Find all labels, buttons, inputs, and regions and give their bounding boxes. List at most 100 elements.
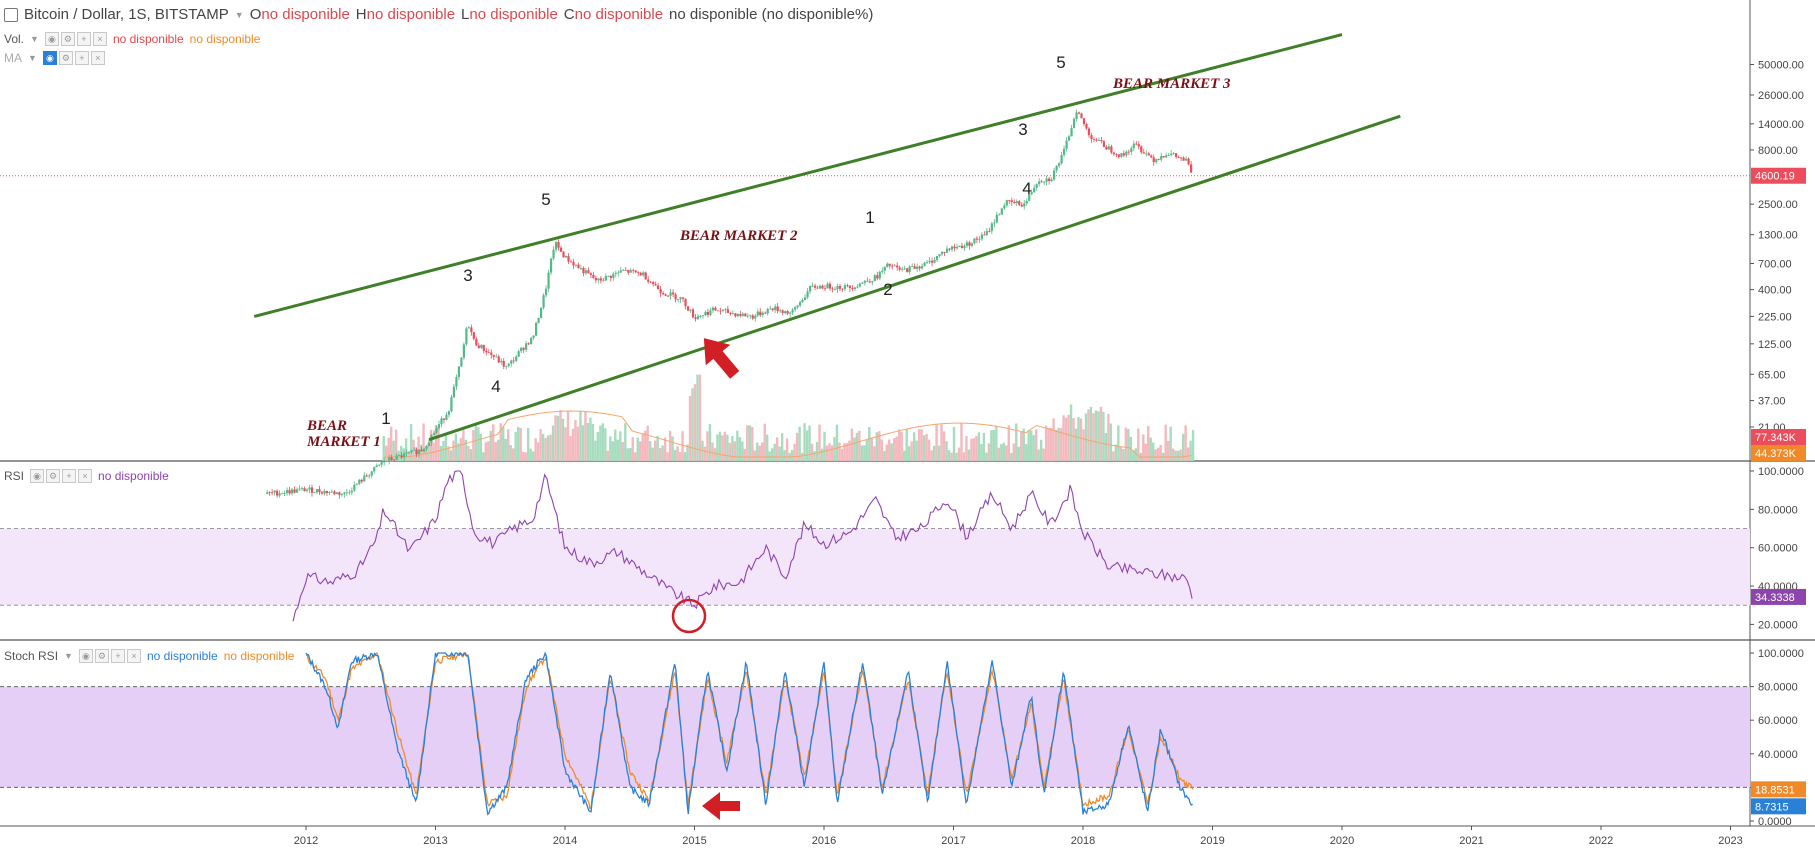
volume-bar <box>808 425 811 461</box>
candle <box>427 442 431 447</box>
chevron-down-icon[interactable]: ▼ <box>30 34 39 44</box>
volume-bar <box>761 442 764 461</box>
volume-bar <box>932 445 936 461</box>
candle <box>1090 135 1093 139</box>
volume-bar <box>1092 413 1095 461</box>
volume-bar <box>574 419 577 461</box>
candle <box>512 360 515 362</box>
volume-bar <box>499 423 502 461</box>
menu-icon[interactable] <box>4 7 18 22</box>
candle <box>480 344 483 348</box>
close-icon[interactable]: × <box>90 51 105 65</box>
volume-bar <box>853 437 856 461</box>
volume-bar <box>723 431 727 461</box>
volume-bar <box>818 424 821 461</box>
candle <box>662 293 665 295</box>
volume-bar <box>771 448 774 461</box>
plus-icon[interactable]: + <box>74 51 89 65</box>
candle <box>906 268 909 273</box>
candle <box>681 297 685 299</box>
plus-icon[interactable]: + <box>76 32 91 46</box>
candle <box>408 452 411 453</box>
volume-bar <box>427 443 430 461</box>
candle <box>1137 144 1140 147</box>
candle <box>1140 146 1143 153</box>
volume-bar <box>591 423 595 461</box>
volume-bar <box>1181 433 1185 461</box>
bear-market-label: BEAR MARKET 3 <box>1112 76 1231 92</box>
volume-bar <box>1119 446 1123 461</box>
candle <box>343 492 346 494</box>
plus-icon[interactable]: + <box>62 469 77 483</box>
volume-bar <box>1052 418 1055 461</box>
gear-icon[interactable]: ⚙ <box>58 51 73 65</box>
candle <box>789 312 792 314</box>
volume-bar <box>1191 430 1195 461</box>
candle <box>457 366 461 378</box>
volume-bar <box>514 432 517 461</box>
volume-bar <box>975 436 978 461</box>
stoch-y-tick-label: 80.0000 <box>1758 682 1798 694</box>
volume-bar <box>855 432 859 461</box>
ohlc-low-value: no disponible <box>469 6 558 23</box>
volume-bar <box>442 440 445 461</box>
volume-bar <box>611 441 615 461</box>
chevron-down-icon[interactable]: ▼ <box>28 53 37 63</box>
candle <box>350 490 353 493</box>
close-icon[interactable]: × <box>126 649 141 663</box>
candle <box>726 309 729 314</box>
volume-bar <box>1137 428 1140 461</box>
candle <box>335 492 338 495</box>
stoch-d-badge: 18.8531 <box>1755 784 1795 796</box>
volume-bar <box>1015 423 1018 461</box>
y-tick-label: 8000.00 <box>1758 145 1798 157</box>
volume-bar <box>1067 414 1070 461</box>
candle <box>278 493 281 496</box>
gear-icon[interactable]: ⚙ <box>46 469 61 483</box>
candle <box>1050 179 1053 182</box>
candle <box>422 448 426 452</box>
x-tick-label: 2014 <box>553 835 577 847</box>
gear-icon[interactable]: ⚙ <box>60 32 75 46</box>
candle <box>1018 201 1021 205</box>
volume-bar <box>494 442 497 461</box>
volume-bar <box>970 438 973 461</box>
close-icon[interactable]: × <box>78 469 93 483</box>
x-tick-label: 2012 <box>294 835 318 847</box>
highlight-circle <box>671 598 707 634</box>
volume-bar <box>1159 444 1162 461</box>
volume-bar <box>785 438 789 461</box>
chevron-down-icon[interactable]: ▼ <box>234 9 244 20</box>
volume-bar <box>447 446 450 461</box>
plus-icon[interactable]: + <box>110 649 125 663</box>
candle <box>1095 139 1098 141</box>
eye-icon[interactable]: ◉ <box>44 32 59 46</box>
candle <box>535 322 538 336</box>
chevron-down-icon[interactable]: ▼ <box>64 651 73 661</box>
eye-icon[interactable]: ◉ <box>42 51 57 65</box>
volume-bar <box>1157 447 1160 461</box>
eye-icon[interactable]: ◉ <box>30 469 45 483</box>
y-tick-label: 26000.00 <box>1758 90 1804 102</box>
volume-bar <box>947 450 951 461</box>
close-icon[interactable]: × <box>92 32 107 46</box>
volume-ma-badge: 44.373K <box>1755 448 1797 460</box>
volume-bar <box>1020 431 1023 461</box>
candle <box>881 270 884 272</box>
eye-icon[interactable]: ◉ <box>78 649 93 663</box>
gear-icon[interactable]: ⚙ <box>94 649 109 663</box>
candle <box>315 489 319 493</box>
volume-bar <box>1184 425 1187 461</box>
candle <box>403 453 406 458</box>
stoch-band <box>0 686 1750 788</box>
candle <box>983 234 986 236</box>
volume-bar <box>828 443 831 461</box>
volume-bar <box>683 452 687 461</box>
x-tick-label: 2018 <box>1071 835 1095 847</box>
channel-line <box>428 114 1401 442</box>
candle <box>913 266 916 269</box>
volume-bar <box>736 430 739 461</box>
stoch-d-badge-bg <box>1751 781 1806 798</box>
stoch-y-tick-label: 100.0000 <box>1758 648 1804 660</box>
